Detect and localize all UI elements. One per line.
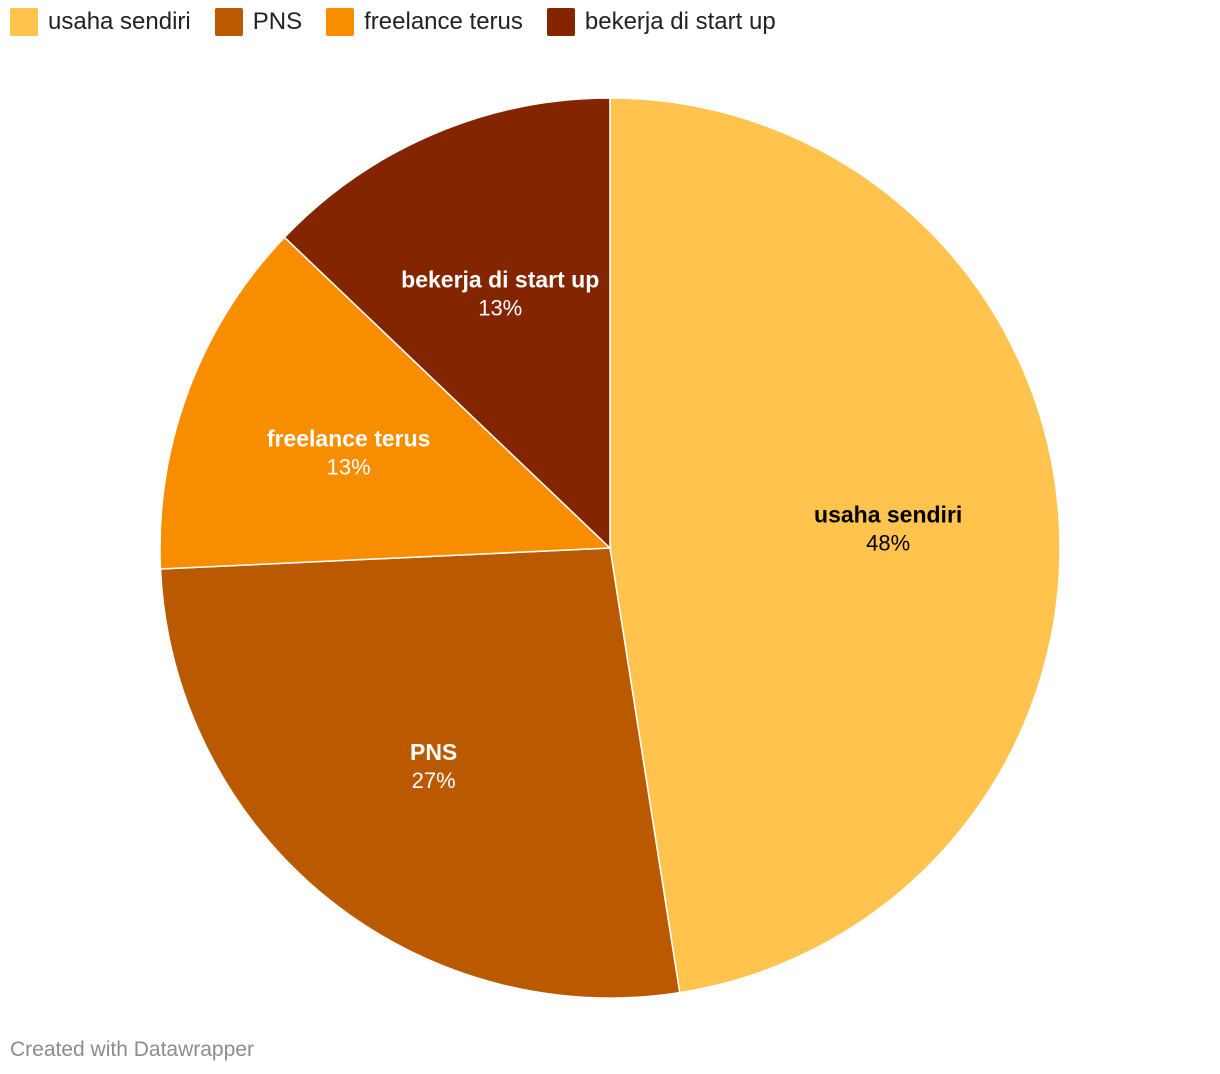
slice-value-bekerja-di-start-up: 13% [478,296,522,321]
legend-label: freelance terus [364,8,523,35]
pie-slice-pns [159,547,681,999]
slice-label-usaha-sendiri: usaha sendiri [814,501,962,527]
legend-item-pns: PNS [214,8,303,36]
legend: usaha sendiri PNS freelance terus bekerj… [10,8,800,36]
legend-swatch [214,8,243,36]
pie-slice-bekerja-di-start-up [283,97,611,550]
legend-label: PNS [252,8,303,35]
slice-label-pns: PNS [410,739,457,765]
legend-item-usaha-sendiri: usaha sendiri [10,8,191,36]
legend-item-bekerja-di-start-up: bekerja di start up [546,8,776,36]
legend-swatch [546,8,575,36]
slice-label-freelance-terus: freelance terus [267,425,431,451]
slice-label-bekerja-di-start-up: bekerja di start up [401,267,599,293]
slice-value-freelance-terus: 13% [327,454,371,479]
legend-swatch [326,8,355,36]
pie-slice-freelance-terus [159,236,612,570]
legend-swatch [10,8,38,36]
pie-slice-usaha-sendiri [609,97,1061,994]
legend-item-freelance-terus: freelance terus [326,8,523,36]
credit-text: Created with Datawrapper [10,1038,254,1061]
legend-label: bekerja di start up [584,8,776,35]
legend-label: usaha sendiri [48,8,191,35]
slice-value-usaha-sendiri: 48% [866,530,910,555]
slice-value-pns: 27% [412,768,456,793]
